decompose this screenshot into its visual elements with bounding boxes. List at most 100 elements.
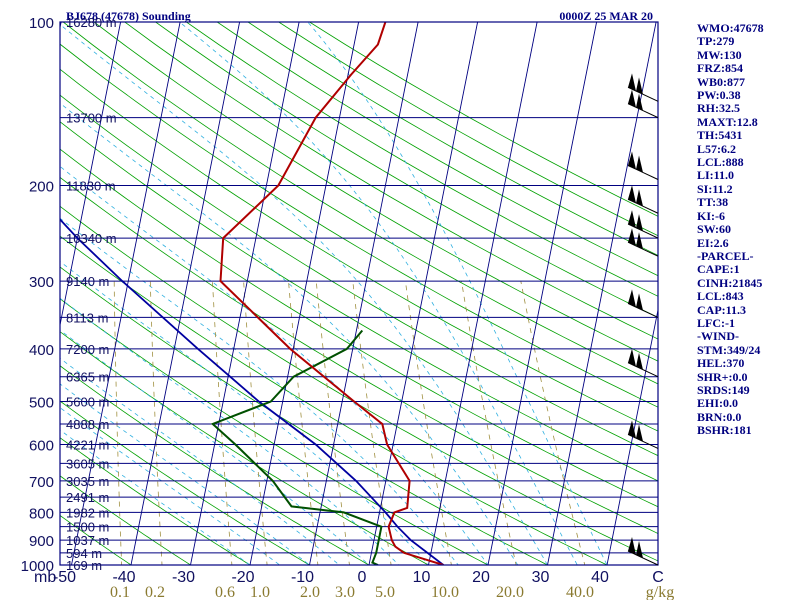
- height-label: 8113 m: [66, 310, 108, 325]
- wind-barb-icon: [627, 210, 659, 239]
- index-item: LI:11.0: [697, 168, 735, 183]
- dry-adiabat: [60, 235, 608, 565]
- temperature-tick-label: 10: [413, 569, 431, 586]
- wind-barb-icon: [627, 348, 659, 378]
- mixing-ratio-line: [149, 281, 163, 565]
- temperature-tick-label: -10: [291, 569, 314, 586]
- height-label: 11830 m: [66, 178, 116, 193]
- dry-adiabat: [60, 94, 658, 457]
- index-item: SI:11.2: [697, 181, 733, 196]
- wind-barb-icon: [627, 228, 659, 257]
- height-label: 4888 m: [66, 417, 109, 432]
- temperature-tick-label: C: [652, 569, 664, 586]
- pressure-tick-label: 500: [29, 395, 54, 412]
- isotherm: [60, 22, 122, 328]
- index-item: WB0:877: [697, 74, 745, 89]
- isotherm: [71, 22, 181, 565]
- dewpoint-line: [210, 329, 383, 565]
- mixing-ratio-line: [352, 281, 392, 565]
- mixing-ratio-line: [243, 281, 268, 565]
- index-item: LCL:843: [697, 289, 744, 304]
- mixing-ratio-line: [288, 281, 319, 565]
- parcel-path-line: [60, 218, 444, 565]
- index-item: EHI:0.0: [697, 396, 739, 411]
- wind-barb-icon: [627, 537, 659, 566]
- isotherm: [547, 22, 657, 565]
- height-label: 4221 m: [66, 438, 109, 453]
- index-item: LCL:888: [697, 155, 744, 170]
- height-label: 16280 m: [66, 15, 117, 30]
- index-item: RH:32.5: [697, 101, 740, 116]
- height-label: 6365 m: [66, 370, 109, 385]
- pressure-tick-label: 200: [29, 178, 54, 195]
- index-item: EI:2.6: [697, 235, 729, 250]
- index-item: CINH:21845: [697, 275, 763, 290]
- pressure-tick-label: 1000: [21, 558, 54, 575]
- mixing-ratio-line: [113, 281, 123, 565]
- mixing-ratio-label: 40.0: [566, 584, 594, 600]
- index-item: SW:60: [697, 222, 732, 237]
- isotherm: [487, 22, 598, 565]
- isotherm: [368, 22, 479, 565]
- height-label: 1982 m: [66, 505, 109, 520]
- isotherm: [428, 22, 538, 565]
- index-item: SRDS:149: [697, 382, 750, 397]
- isotherm: [606, 307, 658, 565]
- pressure-tick-label: 900: [29, 533, 54, 550]
- height-label: 3605 m: [66, 456, 109, 471]
- height-label: 1500 m: [66, 520, 109, 535]
- mixing-ratio-label: 20.0: [496, 584, 524, 600]
- pressure-tick-label: 400: [29, 342, 54, 359]
- pressure-tick-label: 700: [29, 474, 54, 491]
- moist-adiabat: [60, 165, 489, 565]
- dry-adiabat: [93, 22, 658, 362]
- index-item: TH:5431: [697, 128, 743, 143]
- wind-barb-icon: [627, 73, 659, 102]
- dry-adiabat: [60, 365, 370, 565]
- pressure-tick-label: 100: [29, 15, 54, 32]
- dry-adiabat: [60, 205, 658, 562]
- dry-adiabat: [60, 475, 192, 565]
- dry-adiabat: [60, 121, 658, 482]
- mixing-ratio-label: 2.0: [300, 584, 320, 600]
- dry-adiabat: [60, 437, 251, 565]
- index-item: HEL:370: [697, 356, 745, 371]
- isotherm: [309, 22, 419, 565]
- height-label: 594 m: [66, 546, 102, 561]
- isotherm: [0, 22, 2, 577]
- chart-frame: [59, 21, 659, 566]
- dry-adiabat: [60, 148, 658, 508]
- moist-adiabat: [60, 429, 251, 565]
- height-label: 13700 m: [66, 111, 117, 126]
- temperature-tick-label: 40: [591, 569, 609, 586]
- temperature-tick-label: -50: [53, 569, 76, 586]
- pressure-tick-label: 600: [29, 438, 54, 455]
- isotherm: [249, 22, 360, 565]
- index-item: LFC:-1: [697, 315, 735, 330]
- height-label: 169 m: [66, 558, 102, 573]
- index-item: MW:130: [697, 47, 742, 62]
- dry-adiabat: [62, 22, 658, 385]
- mixing-ratio-label: 0.2: [145, 584, 165, 600]
- mixing-ratio-label: 0.6: [215, 584, 235, 600]
- index-item: CAP:11.3: [697, 302, 746, 317]
- wind-barb-icon: [627, 289, 659, 318]
- dry-adiabat: [155, 22, 658, 318]
- dry-adiabat: [60, 68, 658, 432]
- dry-adiabat: [60, 43, 658, 408]
- wind-barb-icon: [627, 420, 659, 449]
- dry-adiabat: [60, 298, 489, 565]
- dry-adiabat: [60, 400, 311, 565]
- mixing-ratio-label: 1.0: [250, 584, 270, 600]
- dry-adiabat: [216, 22, 658, 277]
- pressure-tick-label: 300: [29, 274, 54, 291]
- pressure-tick-label: 800: [29, 505, 54, 522]
- index-item: TT:38: [697, 195, 729, 210]
- index-item: FRZ:854: [697, 61, 743, 76]
- dry-adiabat: [60, 176, 658, 534]
- isotherm: [60, 22, 62, 30]
- temperature-tick-label: 0: [358, 569, 367, 586]
- height-label: 3035 m: [66, 474, 109, 489]
- dry-adiabat: [60, 514, 132, 565]
